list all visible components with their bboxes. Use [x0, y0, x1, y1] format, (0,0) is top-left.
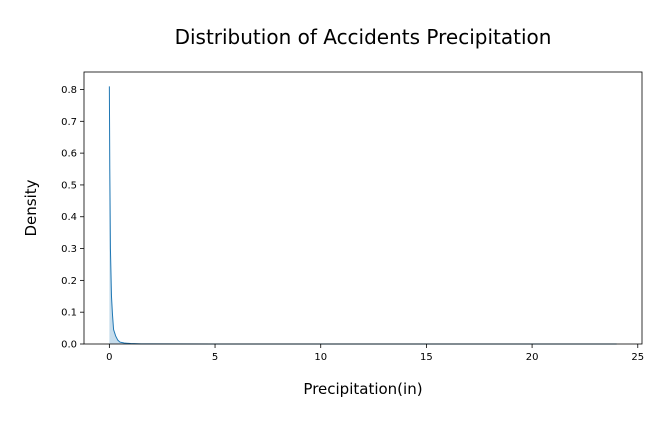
y-tick-label: 0.2	[61, 276, 77, 287]
x-tick-label: 25	[631, 352, 644, 363]
y-axis-label: Density	[22, 179, 40, 236]
y-tick-label: 0.7	[61, 117, 77, 128]
plot-frame	[83, 71, 643, 345]
y-tick-label: 0.6	[61, 149, 77, 160]
chart-title: Distribution of Accidents Precipitation	[175, 25, 552, 49]
y-tick-label: 0.8	[61, 85, 77, 96]
x-axis-label: Precipitation(in)	[303, 380, 422, 398]
y-tick-label: 0.3	[61, 244, 77, 255]
x-tick-label: 10	[314, 352, 327, 363]
x-tick-label: 20	[526, 352, 539, 363]
axis-ticks: 0 5 10 15 20 25 0.0 0.1 0.2 0.3 0.4 0.5 0.6 0.7 0.8	[61, 85, 644, 363]
y-tick-label: 0.0	[61, 340, 77, 351]
density-line-0	[108, 86, 617, 345]
y-tick-label: 0.1	[61, 308, 77, 319]
y-tick-label: 0.5	[61, 180, 77, 191]
density-area-0	[109, 86, 617, 344]
y-tick-label: 0.4	[61, 212, 77, 223]
plot-area	[108, 86, 617, 345]
x-tick-label: 5	[212, 352, 218, 363]
x-tick-label: 0	[106, 352, 112, 363]
x-tick-label: 15	[420, 352, 433, 363]
